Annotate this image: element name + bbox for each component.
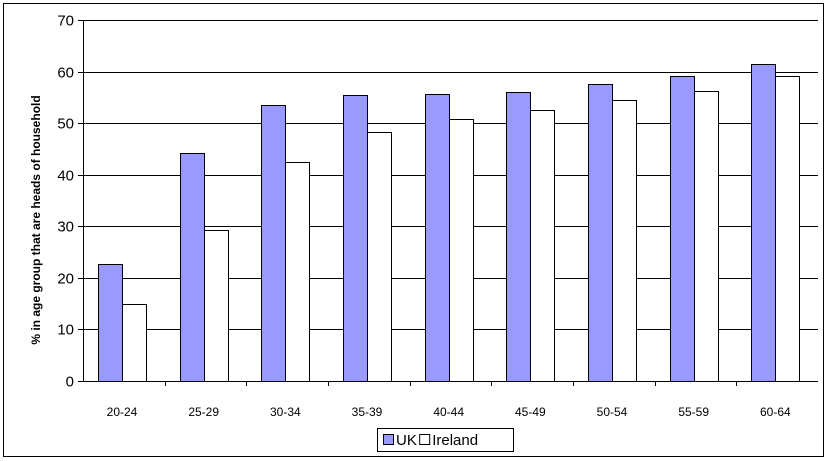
bar-uk-20-24 — [98, 264, 123, 382]
bar-uk-40-44 — [425, 94, 450, 382]
y-axis-title: % in age group that are heads of househo… — [29, 95, 43, 344]
y-tick-label: 50 — [57, 116, 74, 133]
x-tick-labels: 20-24 25-29 30-34 35-39 40-44 45-49 50-54 55-59… — [107, 405, 791, 419]
bar-ireland-60-64 — [775, 76, 800, 382]
x-tick-label: 35-39 — [352, 405, 383, 419]
legend: UK Ireland — [377, 428, 514, 452]
axes — [78, 20, 818, 386]
bar-ireland-50-54 — [612, 100, 637, 382]
bar-uk-35-39 — [343, 95, 368, 382]
bar-ireland-20-24 — [122, 304, 147, 382]
y-tick-label: 40 — [57, 168, 74, 185]
x-tick-label: 25-29 — [188, 405, 219, 419]
bar-ireland-55-59 — [694, 91, 719, 382]
bar-ireland-35-39 — [367, 132, 392, 382]
x-tick-label: 30-34 — [270, 405, 301, 419]
bar-uk-55-59 — [670, 76, 695, 382]
bar-uk-30-34 — [261, 105, 286, 382]
bar-ireland-30-34 — [285, 162, 310, 382]
legend-label-uk: UK — [396, 432, 417, 449]
bar-uk-25-29 — [180, 153, 205, 382]
bar-uk-50-54 — [588, 84, 613, 382]
x-tick-label: 60-64 — [760, 405, 791, 419]
y-tick-label: 60 — [57, 65, 74, 82]
y-tick-label: 70 — [57, 13, 74, 30]
x-tick-label: 20-24 — [107, 405, 138, 419]
y-tick-labels: 0 10 20 30 40 50 60 70 — [57, 13, 74, 391]
bar-ireland-45-49 — [530, 110, 555, 382]
bar-uk-45-49 — [506, 92, 531, 382]
legend-label-ireland: Ireland — [432, 432, 478, 449]
x-tick-label: 45-49 — [515, 405, 546, 419]
y-tick-label: 0 — [66, 374, 74, 391]
bar-ireland-25-29 — [204, 230, 229, 382]
y-tick-label: 10 — [57, 322, 74, 339]
bar-uk-60-64 — [751, 64, 776, 382]
bars — [98, 64, 800, 382]
y-tick-label: 30 — [57, 219, 74, 236]
legend-swatch-uk — [383, 434, 394, 445]
x-tick-label: 40-44 — [433, 405, 464, 419]
legend-box — [377, 428, 514, 452]
y-tick-label: 20 — [57, 271, 74, 288]
x-tick-label: 55-59 — [678, 405, 709, 419]
bar-ireland-40-44 — [449, 119, 474, 382]
legend-swatch-ireland — [419, 434, 431, 445]
x-tick-label: 50-54 — [597, 405, 628, 419]
